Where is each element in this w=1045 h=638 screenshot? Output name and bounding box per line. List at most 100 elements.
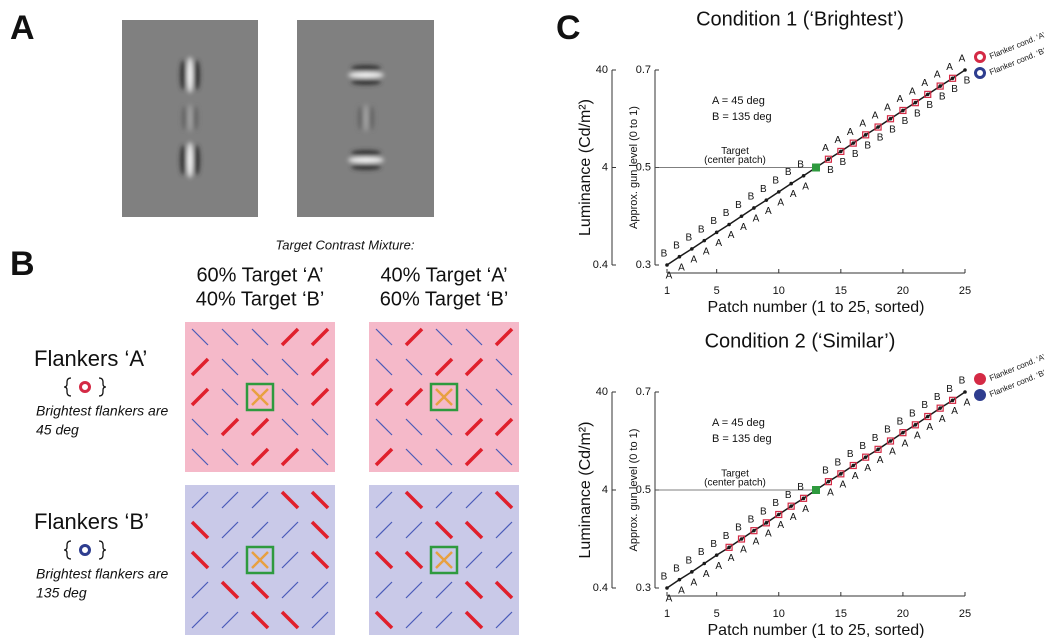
column-header: 60% Target ‘B’ (380, 288, 509, 310)
dim-flanker (221, 521, 239, 539)
dim-flanker (375, 358, 393, 376)
data-point (677, 577, 682, 582)
dim-flanker (281, 581, 299, 599)
patch-label: A (926, 422, 933, 433)
target-patch (812, 163, 820, 172)
dim-flanker (191, 491, 209, 509)
patch-label: B (834, 457, 841, 468)
y2-axis-title: Approx. gun level (0 to 1) (628, 429, 640, 552)
data-point (913, 423, 918, 427)
y-axis-title: Luminance (Cd/m²) (577, 422, 594, 559)
flanker-patch (936, 82, 944, 90)
patch-label: A (864, 463, 871, 474)
flanker-patch (775, 510, 783, 519)
flanker-patch (936, 404, 944, 412)
bright-flanker (190, 387, 210, 407)
patch-label: B (872, 433, 879, 444)
patch-label: B (785, 490, 792, 501)
y2-tick-label: 0.7 (636, 64, 651, 76)
patch-label: B (921, 400, 928, 411)
dim-flanker (281, 358, 299, 376)
patch-label: B (710, 216, 717, 227)
patch-label: B (859, 441, 866, 452)
bright-flanker (404, 387, 424, 407)
x-tick-label: 5 (714, 608, 720, 620)
patch-label: B (877, 133, 884, 144)
dim-flanker (191, 418, 209, 436)
patch-label: A (946, 62, 953, 73)
dim-flanker (375, 328, 393, 346)
patch-label: B (685, 555, 692, 566)
dim-flanker (405, 611, 423, 629)
annotation: (center patch) (704, 155, 766, 166)
patch-label: A (964, 398, 971, 409)
bright-flanker (374, 610, 394, 630)
data-point (690, 570, 694, 574)
flanker-patch (924, 412, 932, 421)
bright-flanker (310, 520, 330, 540)
data-point (826, 157, 831, 162)
bright-flanker (220, 580, 240, 600)
chart-title: Condition 1 (‘Brightest’) (696, 8, 904, 30)
data-point (714, 230, 719, 235)
data-point (727, 222, 731, 227)
bright-flanker (374, 387, 394, 407)
x-tick-label: 10 (773, 285, 785, 297)
patch-label: B (797, 482, 804, 493)
patch-label: A (959, 54, 966, 65)
dim-flanker (221, 491, 239, 509)
data-point (665, 263, 669, 267)
patch-label: A (753, 214, 760, 225)
annotation: (center patch) (704, 478, 766, 489)
data-point (776, 512, 781, 517)
y2-tick-label: 0.7 (636, 386, 651, 398)
patch-label: B (772, 498, 779, 509)
flanker-marker (79, 544, 91, 556)
data-point (776, 190, 781, 194)
data-point (839, 472, 843, 476)
legend-marker (974, 51, 986, 63)
row-note: 135 deg (36, 585, 87, 601)
data-point (963, 390, 967, 394)
data-point (727, 545, 731, 550)
dim-flanker (375, 581, 393, 599)
bright-flanker (310, 387, 330, 407)
y2-tick-label: 0.5 (636, 161, 651, 173)
patch-label: A (765, 528, 772, 539)
flanker-patch (849, 139, 857, 147)
bright-flanker (280, 327, 300, 347)
patch-label: A (884, 102, 891, 113)
patch-label: A (740, 222, 747, 233)
patch-label: B (723, 531, 730, 542)
dim-flanker (311, 581, 329, 599)
target (435, 388, 453, 406)
dim-flanker (435, 581, 453, 599)
y-tick-label: 0.4 (593, 582, 608, 594)
y2-tick-label: 0.5 (636, 484, 651, 496)
legend-marker (974, 389, 986, 401)
dim-flanker (221, 611, 239, 629)
patch-label: B (661, 249, 668, 260)
patch-label: B (685, 233, 692, 244)
patch-label: A (715, 238, 722, 249)
data-point (826, 479, 831, 484)
row-note: Brightest flankers are (36, 403, 168, 419)
patch-label: A (939, 414, 946, 425)
patch-label: B (964, 76, 971, 87)
patch-label: B (673, 563, 680, 574)
patch-label: B (946, 384, 953, 395)
dim-flanker (311, 448, 329, 466)
patch-label: A (666, 594, 673, 605)
dim-flanker (465, 551, 483, 569)
data-point (789, 504, 793, 508)
dim-flanker (251, 358, 269, 376)
dim-flanker (311, 418, 329, 436)
dim-flanker (221, 328, 239, 346)
x-tick-label: 15 (835, 285, 847, 297)
panel-label: A (10, 9, 35, 47)
dim-flanker (251, 491, 269, 509)
panel-label: C (556, 9, 581, 47)
dim-flanker (405, 418, 423, 436)
data-point (901, 108, 905, 113)
patch-label: A (921, 78, 928, 89)
